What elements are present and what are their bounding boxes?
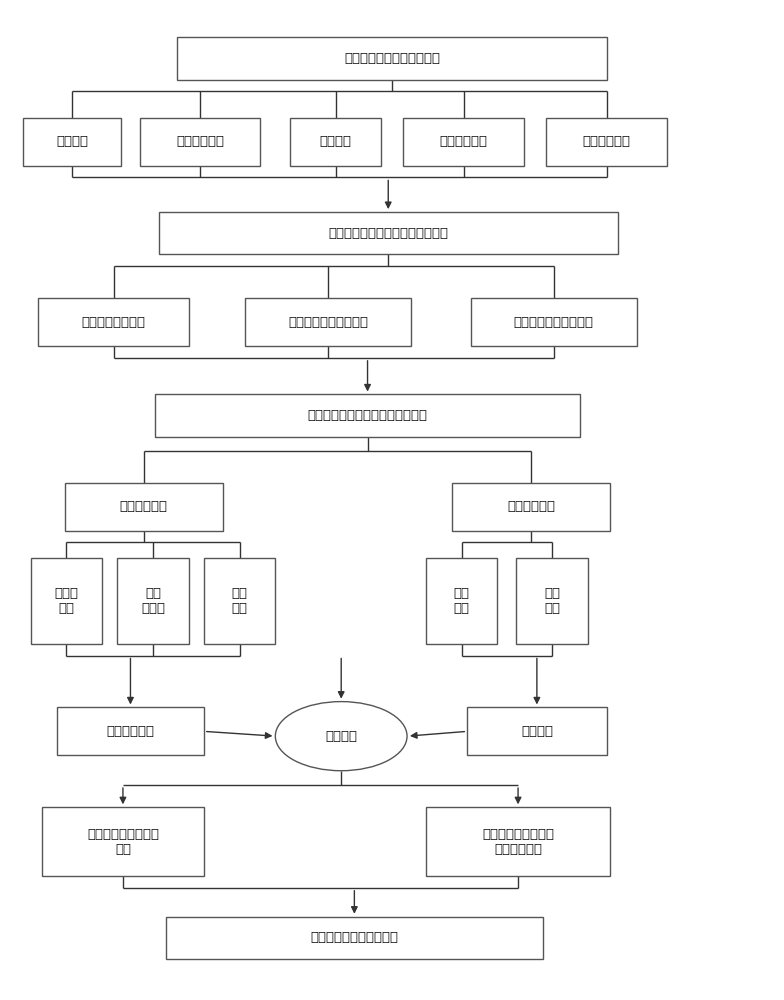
Bar [290,118,381,166]
Text: 地质灾害孕育环境: 地质灾害孕育环境 [82,316,146,329]
Text: 孔隙
水压力: 孔隙 水压力 [141,587,165,615]
Text: 渗流相关因素: 渗流相关因素 [120,500,168,513]
Text: 工程地质条件: 工程地质条件 [176,135,224,148]
Bar [38,298,189,346]
Text: 研究现状: 研究现状 [56,135,88,148]
Text: 降雨资料: 降雨资料 [320,135,351,148]
Bar [204,558,275,644]
Bar [467,707,607,755]
Text: 滑坡变形破坏过程模型: 滑坡变形破坏过程模型 [514,316,593,329]
Text: 仪器设备准备: 仪器设备准备 [440,135,488,148]
Bar [166,917,543,959]
Text: 降雨型滑坡渗流水文
模型: 降雨型滑坡渗流水文 模型 [87,828,159,856]
Bar [516,558,588,644]
Bar [31,558,102,644]
Text: 资料收集、分析与科研准备: 资料收集、分析与科研准备 [344,52,440,65]
Text: 降雨触发条件控制因素: 降雨触发条件控制因素 [288,316,368,329]
Bar [245,298,411,346]
Text: 理论分析: 理论分析 [521,725,553,738]
Bar [426,558,497,644]
Bar [155,394,580,437]
Bar [118,558,189,644]
Bar [546,118,666,166]
Text: 理论技术准备: 理论技术准备 [583,135,630,148]
Bar [42,807,204,876]
Ellipse shape [275,702,407,771]
Bar [158,212,618,254]
Bar [426,807,610,876]
Bar [140,118,260,166]
Text: 结构控制因子: 结构控制因子 [507,500,555,513]
Text: 临界降雨量与地表及
深部位移关系: 临界降雨量与地表及 深部位移关系 [482,828,554,856]
Bar [452,483,610,531]
Text: 深部
位移: 深部 位移 [544,587,560,615]
Text: 结构控制因素及渗流影响因子分析: 结构控制因素及渗流影响因子分析 [307,409,427,422]
Bar [24,118,121,166]
Bar [64,483,223,531]
Bar [471,298,637,346]
Text: 模型试验: 模型试验 [325,730,358,743]
Bar [57,707,204,755]
Text: 降雨型滑坡临界降雨阈值: 降雨型滑坡临界降雨阈值 [310,931,398,944]
Text: 体积含
水量: 体积含 水量 [54,587,78,615]
Bar [177,37,607,80]
Text: 现场监测及模型试验控制因素分析: 现场监测及模型试验控制因素分析 [328,227,448,240]
Text: 水头
高度: 水头 高度 [231,587,248,615]
Text: 地表
位移: 地表 位移 [454,587,470,615]
Text: 现场监测数据: 现场监测数据 [107,725,154,738]
Bar [403,118,524,166]
